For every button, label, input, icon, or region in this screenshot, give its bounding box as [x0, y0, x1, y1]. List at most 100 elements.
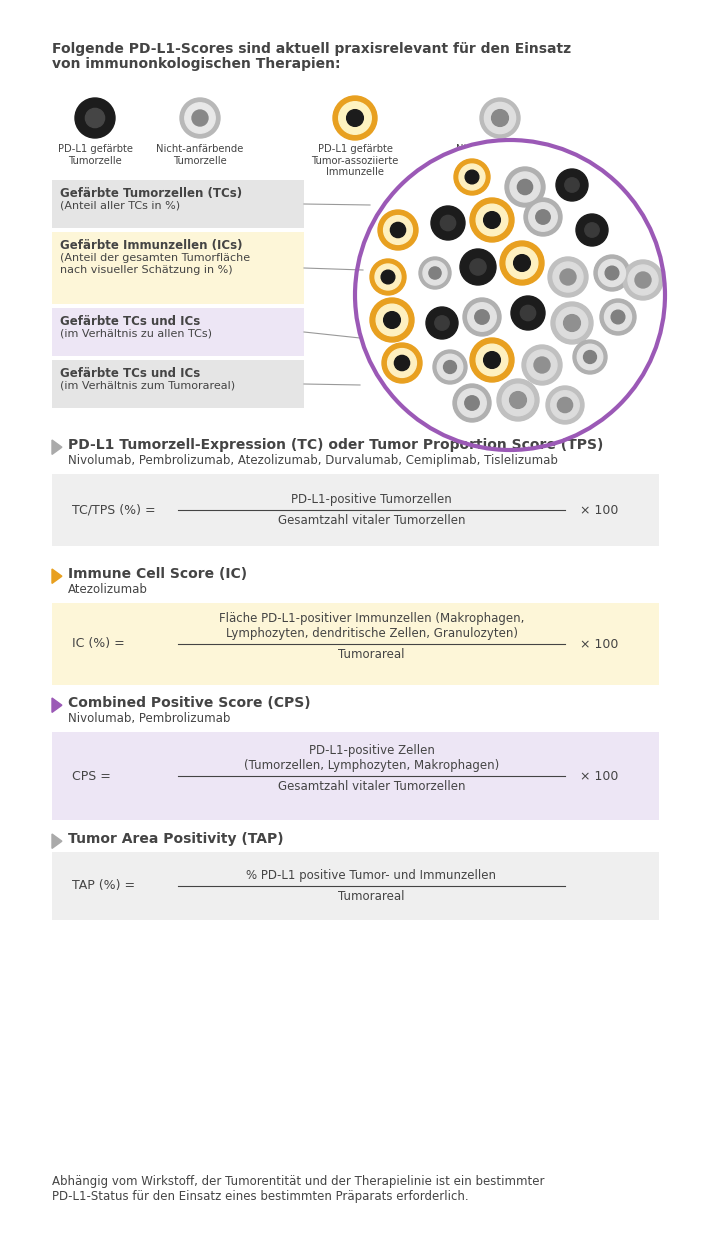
Circle shape	[605, 304, 632, 331]
Circle shape	[548, 257, 588, 298]
Circle shape	[502, 384, 534, 415]
Circle shape	[560, 269, 576, 285]
Circle shape	[529, 203, 557, 231]
Circle shape	[185, 103, 216, 133]
Circle shape	[470, 339, 514, 382]
Circle shape	[524, 198, 562, 236]
Circle shape	[556, 169, 588, 201]
Circle shape	[506, 247, 538, 279]
Text: Abhängig vom Wirkstoff, der Tumorentität und der Therapielinie ist ein bestimmte: Abhängig vom Wirkstoff, der Tumorentität…	[52, 1176, 545, 1203]
Circle shape	[484, 352, 501, 368]
Circle shape	[459, 164, 485, 190]
Text: (Anteil der gesamten Tumorfläche
nach visueller Schätzung in %): (Anteil der gesamten Tumorfläche nach vi…	[60, 253, 250, 274]
FancyBboxPatch shape	[52, 852, 659, 920]
Circle shape	[527, 350, 557, 379]
Circle shape	[426, 308, 458, 339]
Circle shape	[551, 303, 593, 343]
Text: Gefärbte TCs und ICs: Gefärbte TCs und ICs	[60, 315, 200, 329]
Circle shape	[513, 254, 530, 272]
Circle shape	[347, 109, 363, 126]
Circle shape	[465, 396, 479, 410]
Circle shape	[433, 350, 467, 384]
Circle shape	[468, 303, 496, 331]
Text: (im Verhältnis zu allen TCs): (im Verhältnis zu allen TCs)	[60, 329, 212, 339]
Circle shape	[553, 262, 583, 291]
Circle shape	[585, 223, 599, 237]
Circle shape	[510, 172, 540, 202]
Text: PD-L1-positive Zellen
(Tumorzellen, Lymphozyten, Makrophagen): PD-L1-positive Zellen (Tumorzellen, Lymp…	[244, 744, 499, 773]
Text: × 100: × 100	[580, 770, 618, 782]
Text: TC/TPS (%) =: TC/TPS (%) =	[72, 503, 155, 517]
Text: Immune Cell Score (IC): Immune Cell Score (IC)	[68, 567, 247, 582]
Text: Gefärbte TCs und ICs: Gefärbte TCs und ICs	[60, 367, 200, 379]
Text: Tumorareal: Tumorareal	[338, 890, 405, 903]
FancyBboxPatch shape	[52, 180, 304, 228]
Text: × 100: × 100	[580, 637, 618, 651]
FancyBboxPatch shape	[52, 360, 304, 408]
Circle shape	[394, 356, 410, 371]
Circle shape	[470, 198, 514, 242]
Text: von immunonkologischen Therapien:: von immunonkologischen Therapien:	[52, 57, 340, 71]
Text: CPS =: CPS =	[72, 770, 111, 782]
Text: Tumor Area Positivity (TAP): Tumor Area Positivity (TAP)	[68, 832, 284, 846]
Circle shape	[600, 299, 636, 335]
Circle shape	[480, 98, 520, 138]
Text: Folgende PD-L1-Scores sind aktuell praxisrelevant für den Einsatz: Folgende PD-L1-Scores sind aktuell praxi…	[52, 42, 571, 56]
Circle shape	[564, 315, 581, 331]
FancyBboxPatch shape	[52, 732, 659, 820]
Circle shape	[546, 386, 584, 424]
Text: (im Verhältnis zum Tumorareal): (im Verhältnis zum Tumorareal)	[60, 381, 235, 391]
FancyBboxPatch shape	[52, 474, 659, 546]
Circle shape	[536, 210, 550, 224]
FancyBboxPatch shape	[52, 603, 659, 684]
Text: % PD-L1 positive Tumor- und Immunzellen: % PD-L1 positive Tumor- und Immunzellen	[247, 869, 496, 882]
Circle shape	[611, 310, 625, 324]
Circle shape	[520, 305, 536, 321]
Text: PD-L1 Tumorzell-Expression (TC) oder Tumor Proportion Score (TPS): PD-L1 Tumorzell-Expression (TC) oder Tum…	[68, 438, 603, 453]
Circle shape	[180, 98, 220, 138]
Circle shape	[551, 391, 579, 419]
Circle shape	[500, 241, 544, 285]
Circle shape	[355, 140, 665, 450]
Text: Tumorareal: Tumorareal	[338, 649, 405, 661]
Circle shape	[522, 345, 562, 384]
Circle shape	[382, 343, 422, 383]
Circle shape	[370, 259, 406, 295]
Circle shape	[333, 95, 377, 140]
Circle shape	[576, 215, 608, 246]
Circle shape	[476, 345, 508, 376]
Text: IC (%) =: IC (%) =	[72, 637, 125, 651]
Circle shape	[375, 264, 401, 290]
FancyBboxPatch shape	[52, 308, 304, 356]
Circle shape	[573, 340, 607, 374]
Circle shape	[444, 361, 457, 373]
Circle shape	[605, 267, 619, 280]
Circle shape	[557, 308, 588, 339]
Text: PD-L1 gefärbte
Tumorzelle: PD-L1 gefärbte Tumorzelle	[57, 144, 133, 166]
Circle shape	[378, 210, 418, 250]
Circle shape	[470, 259, 486, 275]
Text: Nivolumab, Pembrolizumab: Nivolumab, Pembrolizumab	[68, 712, 230, 725]
Text: Nicht-anfärbende
Tumor-assoziierte
Immunzelle: Nicht-anfärbende Tumor-assoziierte Immun…	[457, 144, 544, 177]
Circle shape	[465, 170, 479, 184]
Circle shape	[534, 357, 550, 373]
Circle shape	[476, 205, 508, 236]
Circle shape	[518, 180, 532, 195]
Circle shape	[423, 260, 447, 285]
Circle shape	[557, 397, 573, 413]
Text: Nivolumab, Pembrolizumab, Atezolizumab, Durvalumab, Cemiplimab, Tislelizumab: Nivolumab, Pembrolizumab, Atezolizumab, …	[68, 454, 558, 467]
Circle shape	[370, 298, 414, 342]
Circle shape	[460, 249, 496, 285]
Text: Gesamtzahl vitaler Tumorzellen: Gesamtzahl vitaler Tumorzellen	[278, 515, 465, 527]
Text: Nicht-anfärbende
Tumorzelle: Nicht-anfärbende Tumorzelle	[156, 144, 244, 166]
Circle shape	[192, 110, 208, 126]
Circle shape	[454, 159, 490, 195]
Circle shape	[623, 260, 663, 300]
Circle shape	[381, 270, 395, 284]
Circle shape	[505, 167, 545, 207]
Text: × 100: × 100	[580, 503, 618, 517]
Circle shape	[635, 272, 651, 288]
Circle shape	[491, 109, 508, 126]
Polygon shape	[52, 835, 62, 848]
Circle shape	[598, 259, 625, 286]
